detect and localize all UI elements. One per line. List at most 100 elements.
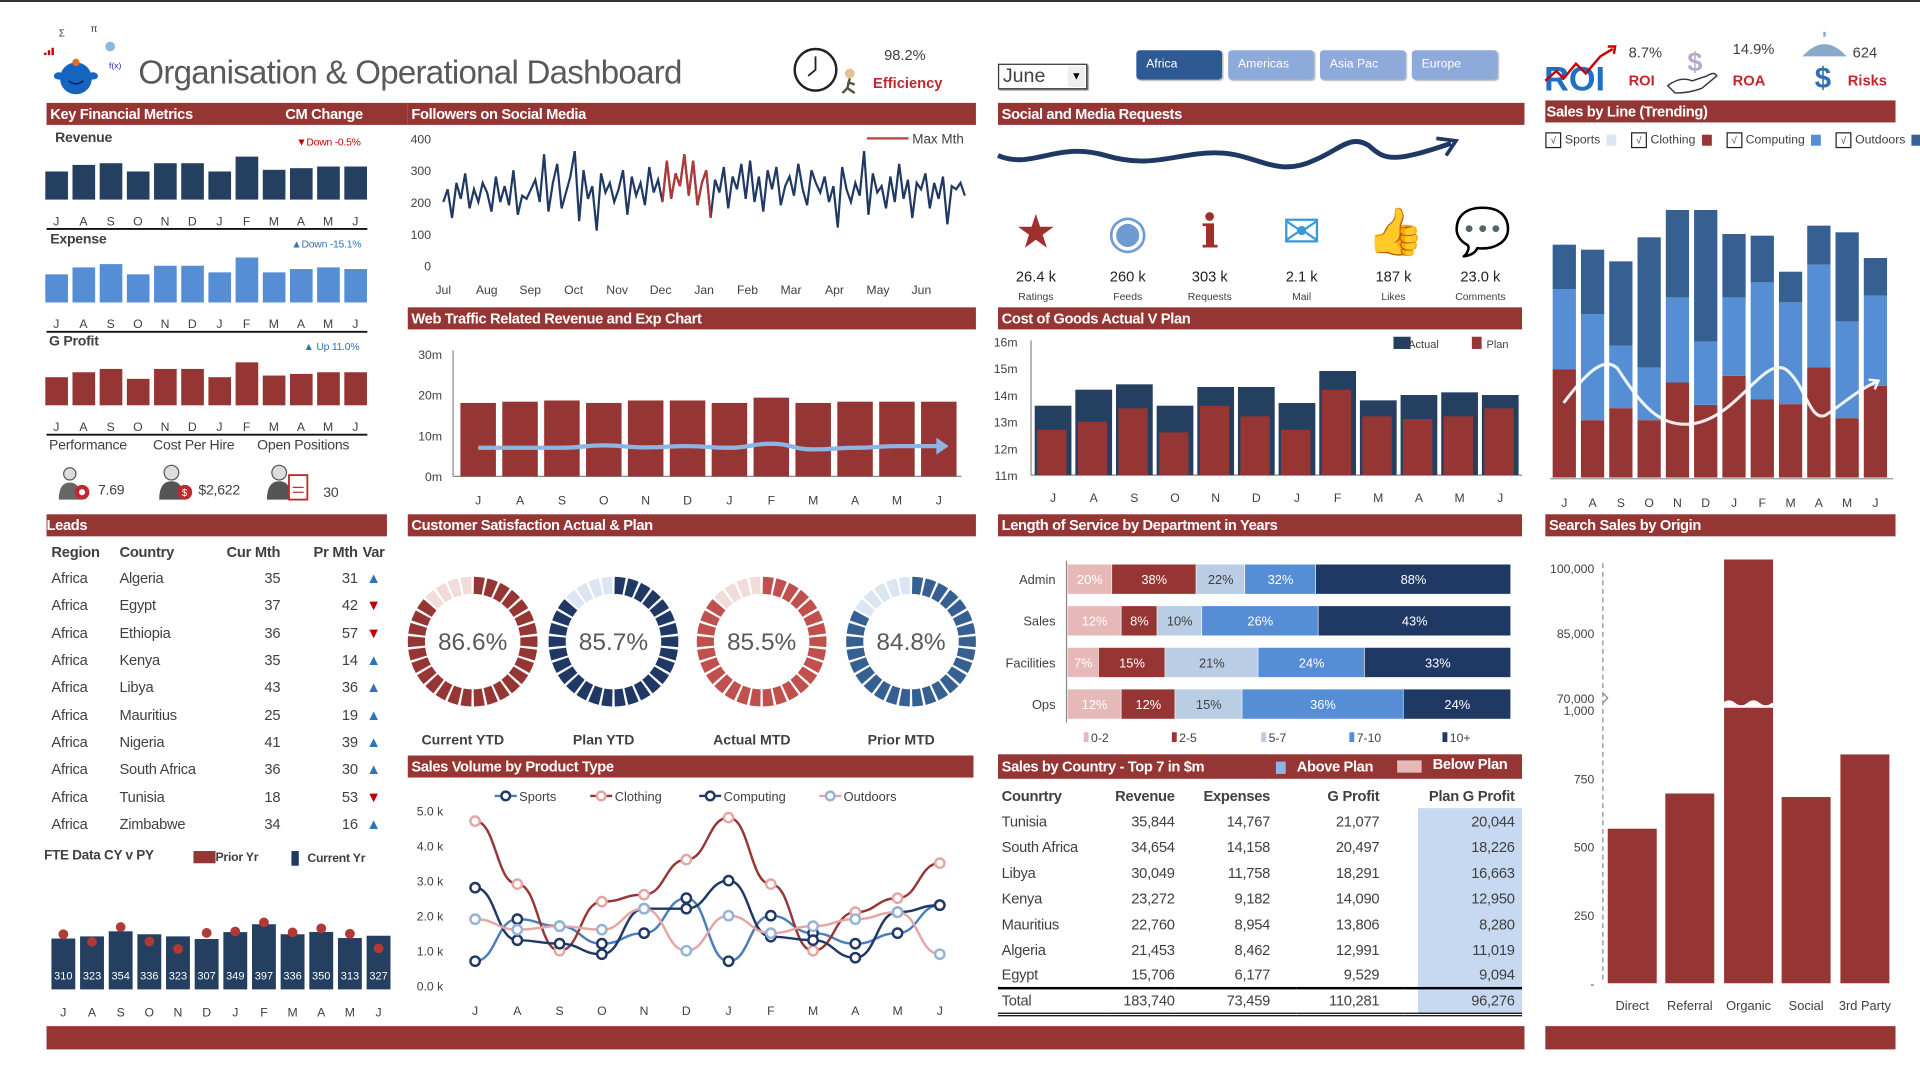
social-label: Requests [1187,290,1232,303]
legend-outdoors[interactable]: √ Outdoors [1835,132,1920,149]
gauge-value: 84.8% [876,629,945,656]
trend-wave-arrow-icon [996,136,1460,170]
service-segment [1175,689,1242,719]
table-cell: Nigeria [119,733,165,751]
social-label: Likes [1381,290,1406,303]
sales-outdoors-bar [1609,261,1633,346]
prior-yr-marker [144,936,155,947]
checkbox[interactable]: √ [1726,132,1742,149]
table-cell: 35,844 [1131,812,1175,830]
month-tick: M [287,1005,297,1019]
gauge-segment [958,636,976,648]
month-select[interactable]: June ▼ [997,63,1088,90]
gauge-segment [566,674,585,694]
prior-yr-marker [373,943,384,954]
month-tick: J [53,420,59,434]
legend-actual: Actual [1408,339,1439,351]
kfm-expense-bar [72,267,96,303]
gauge-segment [855,599,875,617]
table-cell: 36 [264,624,281,642]
month-tick: M [269,420,279,434]
gauge-segment [417,599,437,617]
table-cell: Mauritius [1001,915,1060,933]
region-button-asia-pac[interactable]: Asia Pac [1320,50,1406,80]
series-sports-marker [469,955,481,968]
kfm-revenue-bar [344,166,367,200]
gauge-segment [803,657,823,673]
region-button-americas[interactable]: Americas [1228,50,1314,80]
table-cell: 12,991 [1335,941,1380,959]
table-cell: Egypt [1001,966,1039,984]
month-tick: D [1252,491,1261,505]
y-tick: 0m [425,470,442,484]
kfm-g-profit-bar [317,372,340,406]
gauge-segment [508,666,529,685]
segment-label: 12% [1082,614,1108,629]
gauge-segment [781,582,799,603]
y-tick: 100,000 [1550,562,1594,576]
y-tick: 250 [1574,909,1595,923]
y-tick: 85,000 [1557,627,1595,641]
gauge-segment [956,622,976,636]
table-cell: 43 [264,678,281,696]
dollar-hand-icon: $ [1666,47,1718,94]
gauge-segment [649,599,670,617]
series-computing-line [474,879,940,959]
cv-person-icon [266,464,309,501]
gauge-segment [552,610,572,626]
current-yr-label: 336 [140,971,158,983]
table-row: South Africa 34,654 14,158 20,497 18,226 [998,834,1522,860]
svg-text:π: π [91,24,98,35]
region-button-africa[interactable]: Africa [1136,50,1223,80]
x-tick: Apr [825,283,844,297]
legend-clothing[interactable]: √ Clothing [1630,132,1721,149]
series-sports-marker [511,913,524,926]
followers-line [442,150,966,231]
gauge-segment [407,636,426,648]
kfm-g-profit-bar [45,377,68,406]
series-outdoors-marker [807,920,819,933]
table-cell: Egypt [119,596,156,615]
gauge-segment [807,622,827,636]
legend-label: Sports [1564,133,1601,148]
table-cell: 57 [341,624,358,642]
y-tick: 11m [995,469,1018,483]
table-cell: 53 [341,787,358,806]
prior-yr-swatch [193,851,216,864]
gauge-segment [661,636,679,648]
gauge-segment [952,657,973,673]
table-cell: 12,950 [1471,889,1515,907]
x-tick: Oct [564,283,584,297]
table-row: Africa Nigeria 41 39 ▲ [47,728,390,755]
performance-value: 7.69 [97,483,125,499]
efficiency-value: 98.2% [884,46,926,64]
series-outdoors-marker [891,906,904,919]
sales-computing-bar [1609,345,1633,409]
table-cell: 35 [264,651,281,669]
legend-sports[interactable]: √ Sports [1545,132,1626,149]
gauge-segment [435,680,453,701]
gauge-segment [417,666,437,685]
current-yr-label: 310 [54,971,72,983]
cm-change-label: CM Change [285,105,363,123]
up-arrow-icon: ▲ [366,678,381,696]
above-plan-label: Above Plan [1296,757,1374,776]
social-label: Mail [1292,290,1312,303]
like-us-icon: 👍 [1366,206,1425,259]
region-button-europe[interactable]: Europe [1411,50,1498,80]
legend-label: 5-7 [1269,731,1287,745]
service-segment [1258,647,1365,678]
table-cell: 42 [341,596,358,615]
checkbox[interactable]: √ [1545,132,1562,149]
table-cell: 30,049 [1131,863,1175,882]
legend-computing[interactable]: √ Computing [1726,132,1831,149]
open-positions-label: Open Positions [257,438,350,454]
key-financial-metrics-title: Key Financial Metrics [50,105,193,123]
checkbox[interactable]: √ [1835,132,1852,149]
month-tick: J [472,1004,478,1018]
gauge-segment [576,582,594,603]
table-row: Africa Libya 43 36 ▲ [47,674,390,701]
checkbox[interactable]: √ [1630,132,1647,149]
service-segment [1098,647,1165,678]
chevron-down-icon[interactable]: ▼ [1067,66,1085,87]
